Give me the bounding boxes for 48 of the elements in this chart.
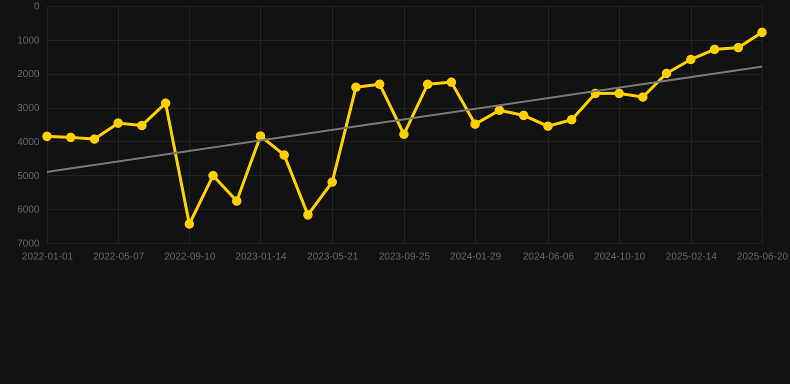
point <box>638 92 648 102</box>
y-tick-label: 7000 <box>17 238 40 250</box>
point <box>470 119 480 129</box>
x-tick-label: 2023-01-14 <box>235 252 287 262</box>
point <box>374 79 384 89</box>
x-tick-label: 2024-01-29 <box>450 252 502 262</box>
point <box>686 54 696 64</box>
point <box>90 134 100 144</box>
x-tick-label: 2022-01-01 <box>22 252 74 262</box>
point <box>518 110 528 120</box>
point <box>137 120 147 130</box>
y-tick-label: 0 <box>34 2 40 12</box>
x-tick-label: 2024-06-06 <box>522 252 574 262</box>
point <box>662 68 672 78</box>
y-tick-label: 3000 <box>17 103 40 114</box>
y-tick-label: 5000 <box>17 170 40 182</box>
point <box>327 177 337 187</box>
point <box>42 132 52 142</box>
point <box>184 219 194 229</box>
point <box>710 44 720 54</box>
point <box>757 28 767 38</box>
point <box>351 82 361 92</box>
point <box>113 118 123 128</box>
point <box>279 150 289 160</box>
point <box>208 170 218 180</box>
point <box>66 132 76 142</box>
x-tick-label: 2023-09-25 <box>378 252 430 262</box>
point <box>614 88 624 98</box>
point <box>543 121 553 131</box>
x-tick-label: 2023-05-21 <box>307 252 359 262</box>
y-tick-label: 6000 <box>17 204 40 216</box>
y-tick-label: 2000 <box>17 69 40 80</box>
point <box>303 210 313 220</box>
point <box>446 77 456 87</box>
point <box>422 79 432 89</box>
x-tick-label: 2025-02-14 <box>666 252 718 262</box>
x-tick-label: 2025-06-20 <box>736 252 789 262</box>
point <box>494 106 504 116</box>
point <box>399 130 409 140</box>
point <box>160 98 170 108</box>
y-tick-label: 1000 <box>17 35 40 46</box>
point <box>734 42 744 52</box>
x-tick-label: 2022-09-10 <box>164 252 216 262</box>
point <box>232 196 242 206</box>
x-tick-label: 2022-05-07 <box>93 252 145 262</box>
point <box>566 115 576 124</box>
y-tick-label: 4000 <box>17 136 40 148</box>
x-tick-label: 2024-10-10 <box>594 252 646 262</box>
